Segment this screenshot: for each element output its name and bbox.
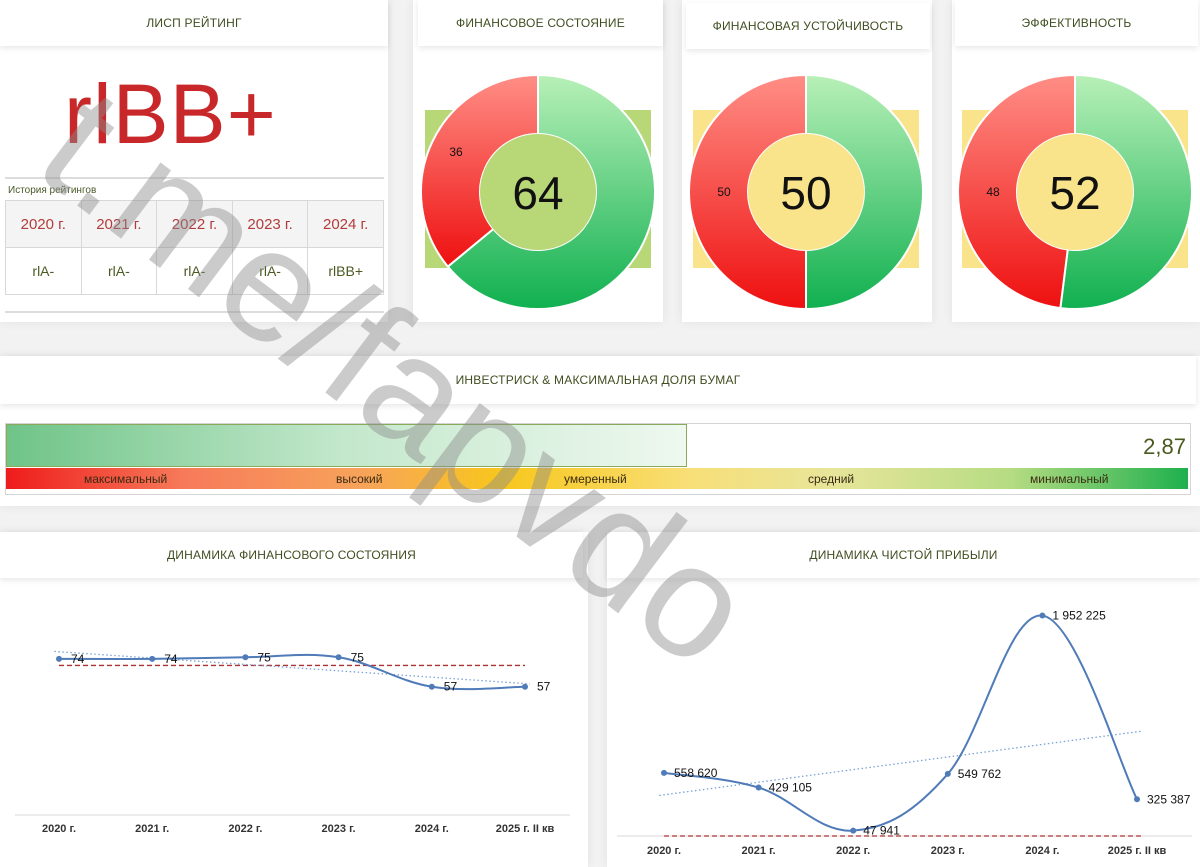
data-point: [755, 784, 762, 791]
gauge-financial-state: 64 36: [418, 72, 658, 312]
history-year: 2022 г.: [156, 200, 233, 248]
data-label: 74: [71, 652, 85, 666]
risk-level-label: средний: [808, 472, 855, 486]
series-line: [58, 653, 526, 691]
x-tick-label: 2024 г.: [415, 823, 449, 835]
data-point: [149, 655, 156, 662]
history-rating: rlBB+: [307, 247, 384, 295]
data-label: 558 620: [674, 766, 718, 780]
chart-financial-state: 74 74 75 75 57 57 2020 г. 2021 г. 2022 г. 2023 г.…: [15, 650, 570, 835]
data-point: [56, 655, 62, 662]
x-tick-label: 2025 г. II кв: [496, 823, 555, 835]
data-point: [242, 654, 249, 661]
gauge-center: [1017, 134, 1133, 250]
data-point: [428, 683, 435, 690]
risk-level-label: минимальный: [1030, 472, 1109, 486]
history-rating: rlA-: [156, 247, 233, 295]
gauge-center: [748, 134, 864, 250]
x-tick-label: 2022 г.: [228, 823, 262, 835]
history-rating: rlA-: [80, 247, 158, 295]
data-point: [335, 654, 342, 661]
x-tick-label: 2023 г.: [322, 823, 356, 835]
divider: [5, 311, 384, 313]
risk-value: 2,87: [1143, 434, 1186, 459]
gauge-remainder-label: 48: [986, 185, 1000, 199]
risk-level-label: умеренный: [564, 472, 627, 486]
gauge-remainder-label: 50: [717, 185, 731, 199]
history-rating: rlA-: [5, 247, 82, 295]
data-label: 75: [351, 650, 365, 664]
gauge-score: 50: [780, 167, 831, 219]
current-rating: rlBB+: [64, 67, 277, 161]
risk-scale: максимальный высокий умеренный средний м…: [6, 468, 1188, 489]
data-point: [944, 770, 951, 777]
gauge-center: [480, 134, 596, 250]
data-label: 429 105: [769, 781, 813, 795]
chart-net-profit: 558 620 429 105 47 941 549 762 1 952 225 325 …: [617, 609, 1192, 857]
data-label: 74: [164, 652, 178, 666]
data-point: [1134, 796, 1140, 803]
data-label: 57: [444, 680, 458, 694]
x-tick-label: 2025 г. II кв: [1108, 845, 1167, 857]
data-label: 47 941: [863, 824, 900, 838]
history-year: 2020 г.: [5, 200, 82, 248]
history-year: 2024 г.: [307, 200, 384, 248]
gauge-efficiency: 52 48: [955, 72, 1195, 312]
chart-panel-financial-state: ДИНАМИКА ФИНАНСОВОГО СОСТОЯНИЯ: [0, 532, 588, 867]
gauge-header: ФИНАНСОВОЕ СОСТОЯНИЕ: [418, 0, 663, 46]
series-line: [663, 614, 1138, 832]
gauge-header: ФИНАНСОВАЯ УСТОЙЧИВОСТЬ: [686, 3, 930, 49]
rating-header: ЛИСП РЕЙТИНГ: [0, 0, 388, 46]
x-tick-label: 2021 г.: [135, 823, 169, 835]
history-caption: История рейтингов: [8, 185, 97, 196]
data-point: [1039, 612, 1046, 619]
x-tick-label: 2021 г.: [742, 845, 776, 857]
history-rating: rlA-: [231, 247, 309, 295]
risk-bar-fill: [6, 424, 687, 467]
data-label: 57: [537, 680, 551, 694]
trendline: [659, 730, 1142, 797]
risk-level-label: высокий: [336, 472, 383, 486]
history-year: 2021 г.: [80, 200, 158, 248]
x-tick-label: 2023 г.: [931, 845, 965, 857]
divider: [5, 177, 384, 179]
x-tick-label: 2020 г.: [647, 845, 681, 857]
data-label: 325 387: [1147, 792, 1191, 806]
data-label: 1 952 225: [1052, 609, 1106, 623]
risk-level-label: максимальный: [84, 472, 168, 486]
gauge-remainder-label: 36: [449, 145, 463, 159]
chart-panel-net-profit: ДИНАМИКА ЧИСТОЙ ПРИБЫЛИ: [607, 532, 1200, 867]
gauge-stability: 50 50: [686, 72, 926, 312]
gauge-score: 52: [1049, 167, 1100, 219]
x-tick-label: 2020 г.: [42, 823, 76, 835]
gauge-header: ЭФФЕКТИВНОСТЬ: [955, 0, 1198, 46]
x-tick-label: 2024 г.: [1025, 845, 1059, 857]
risk-header: ИНВЕСТРИСК & МАКСИМАЛЬНАЯ ДОЛЯ БУМАГ: [0, 356, 1196, 404]
data-point: [661, 769, 667, 776]
x-tick-label: 2022 г.: [836, 845, 870, 857]
data-label: 549 762: [958, 767, 1002, 781]
data-label: 75: [257, 650, 271, 664]
history-year: 2023 г.: [231, 200, 309, 248]
trendline: [54, 650, 530, 685]
data-point: [850, 827, 857, 834]
data-point: [522, 683, 528, 690]
risk-bar: 2,87 максимальный высокий умеренный сред…: [5, 423, 1191, 495]
gauge-score: 64: [512, 167, 563, 219]
rating-history-table: 2020 г. 2021 г. 2022 г. 2023 г. 2024 г. …: [5, 200, 384, 295]
chart-header: ДИНАМИКА ЧИСТОЙ ПРИБЫЛИ: [607, 532, 1200, 578]
chart-header: ДИНАМИКА ФИНАНСОВОГО СОСТОЯНИЯ: [0, 532, 583, 578]
